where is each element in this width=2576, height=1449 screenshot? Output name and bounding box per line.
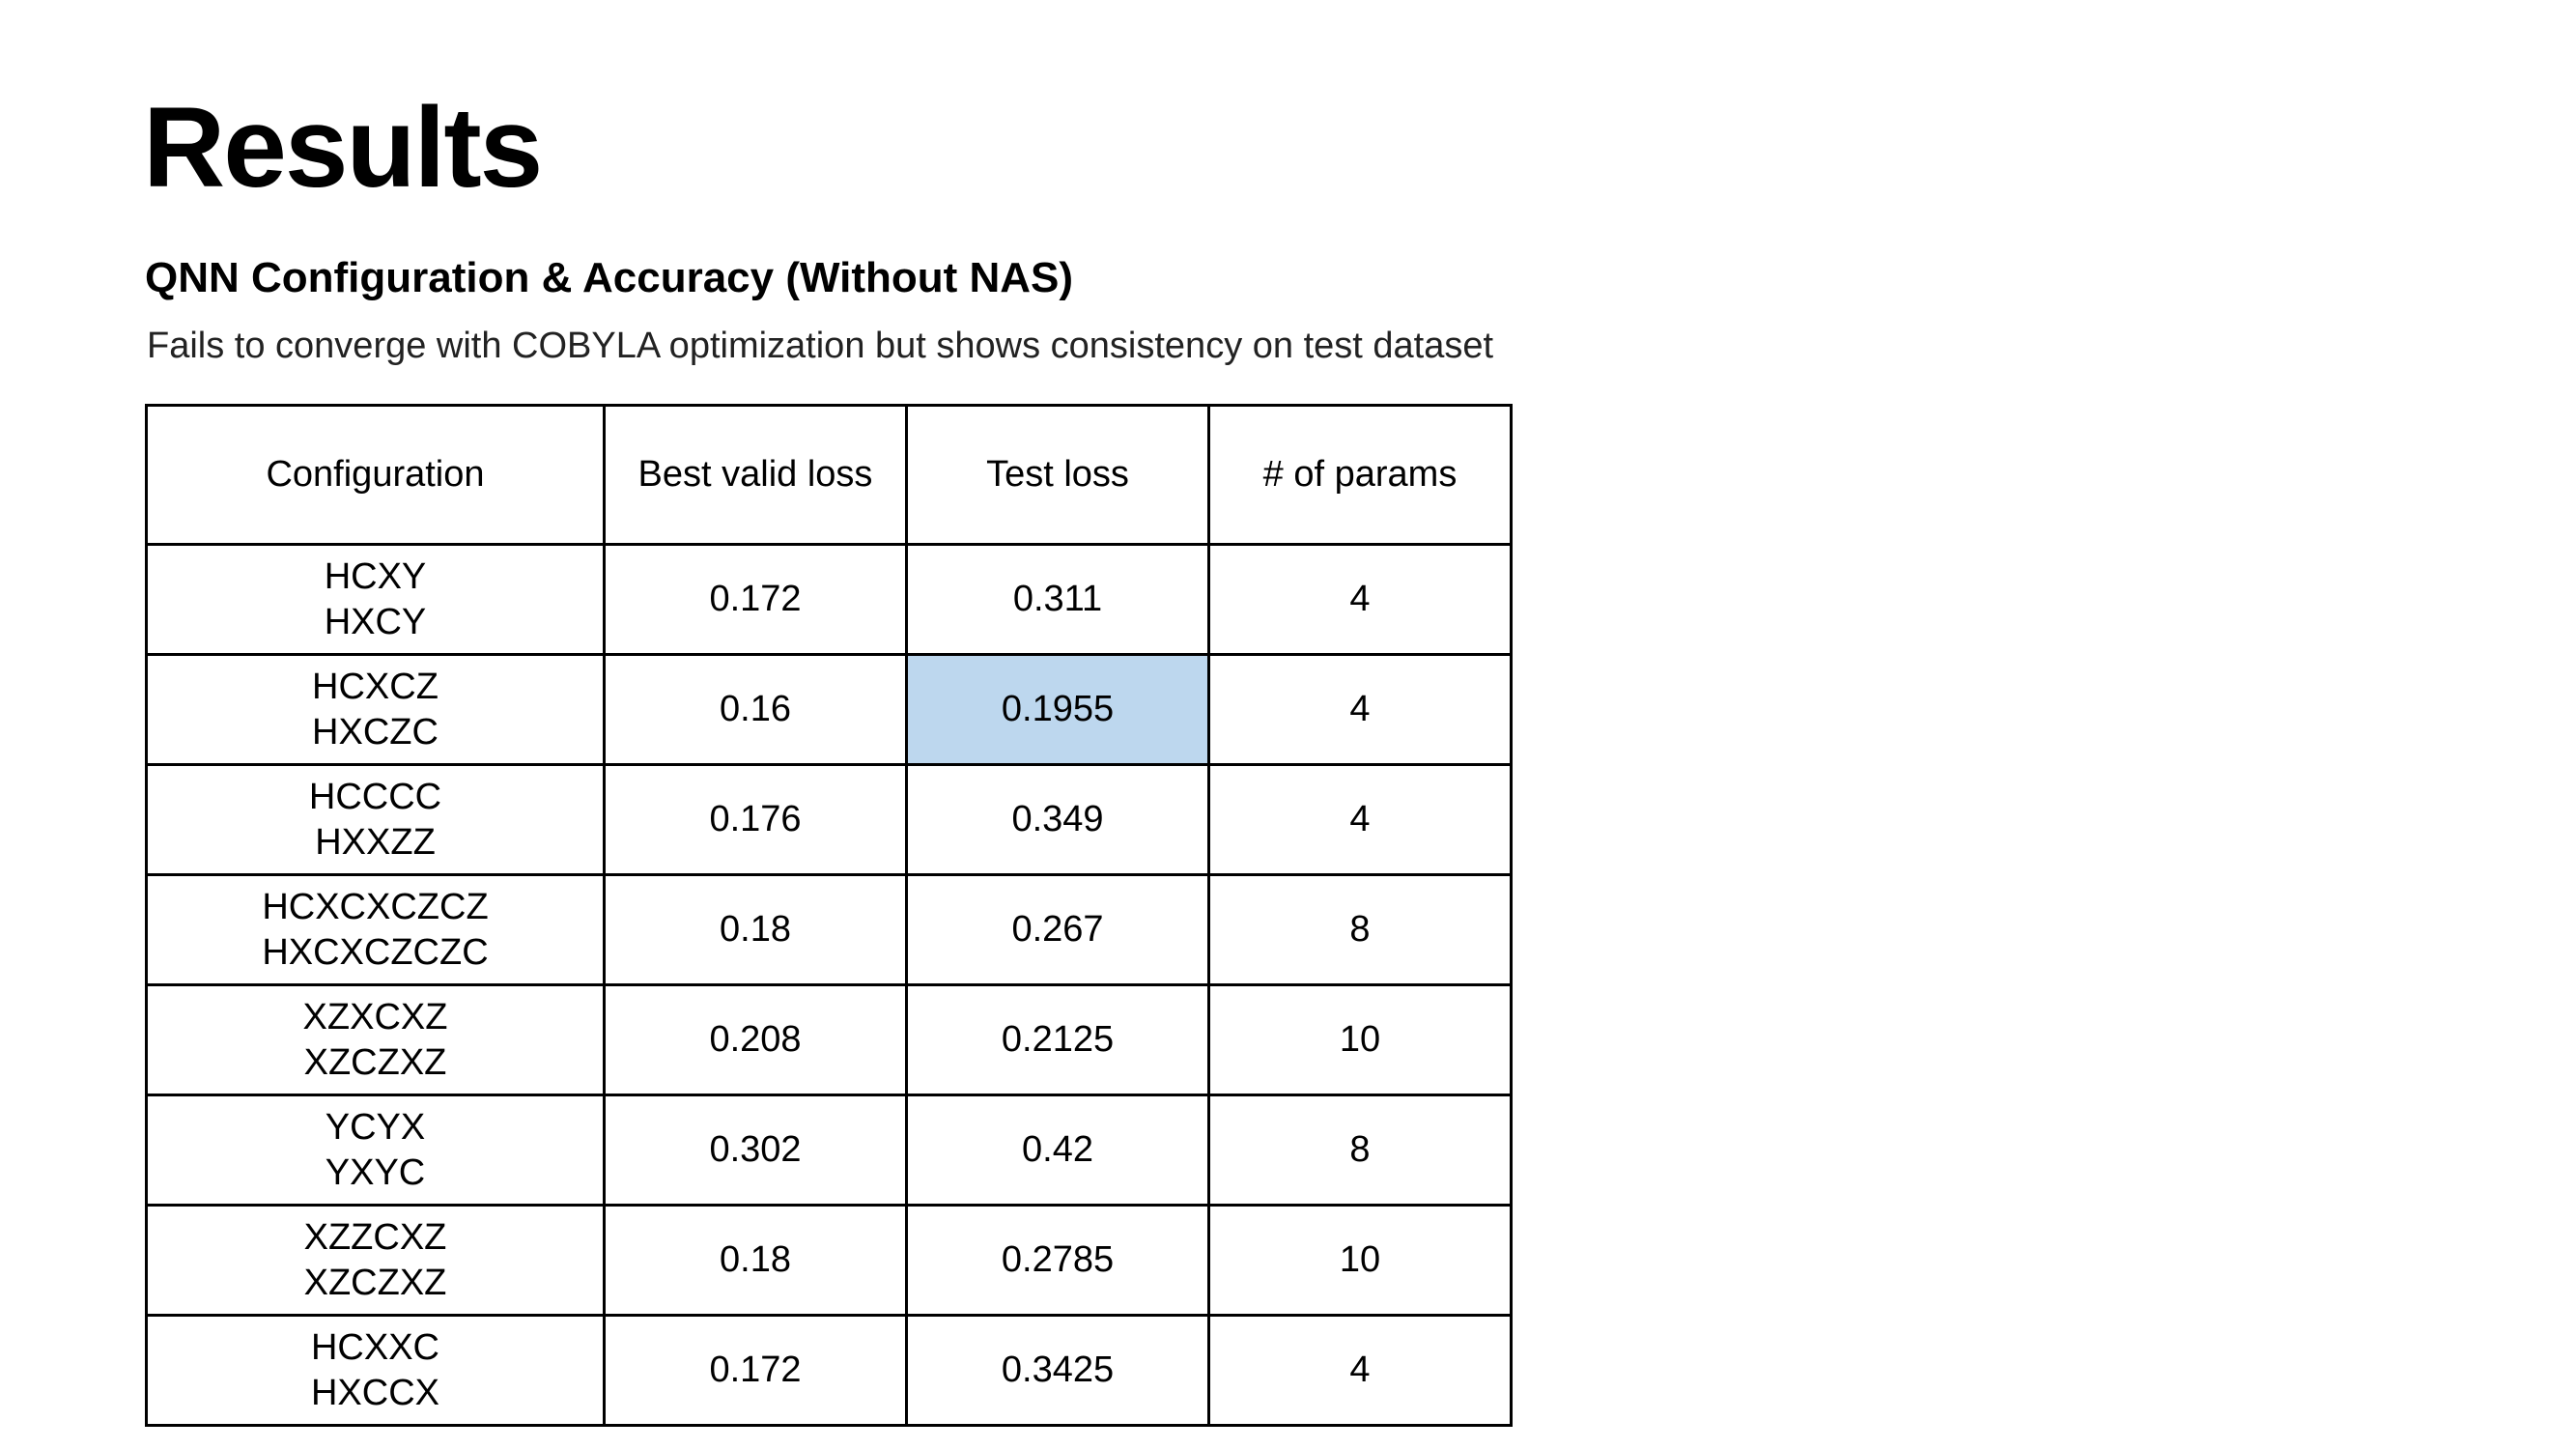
configuration-cell: HCCCC HXXZZ <box>147 765 605 875</box>
configuration-line: HXCY <box>148 600 603 645</box>
page-title: Results <box>143 83 541 214</box>
params-cell: 8 <box>1209 1095 1512 1206</box>
configuration-line: XZZCXZ <box>148 1215 603 1261</box>
configuration-cell: XZXCXZ XZCZXZ <box>147 985 605 1095</box>
test-loss-cell-highlighted: 0.1955 <box>907 655 1209 765</box>
configuration-line: XZXCXZ <box>148 995 603 1040</box>
table-row: YCYX YXYC 0.302 0.42 8 <box>147 1095 1512 1206</box>
header-configuration: Configuration <box>147 406 605 545</box>
best-valid-loss-cell: 0.176 <box>605 765 907 875</box>
configuration-cell: HCXCXCZCZ HXCXCZCZC <box>147 875 605 985</box>
test-loss-cell: 0.2125 <box>907 985 1209 1095</box>
configuration-line: YXYC <box>148 1151 603 1196</box>
header-best-valid-loss: Best valid loss <box>605 406 907 545</box>
params-cell: 4 <box>1209 1316 1512 1426</box>
best-valid-loss-cell: 0.302 <box>605 1095 907 1206</box>
configuration-line: HXXZZ <box>148 820 603 866</box>
configuration-line: HCXXC <box>148 1325 603 1371</box>
table-row: HCCCC HXXZZ 0.176 0.349 4 <box>147 765 1512 875</box>
configuration-cell: XZZCXZ XZCZXZ <box>147 1206 605 1316</box>
results-table: Configuration Best valid loss Test loss … <box>145 404 1513 1427</box>
configuration-line: YCYX <box>148 1105 603 1151</box>
configuration-cell: HCXCZ HXCZC <box>147 655 605 765</box>
section-subtitle: QNN Configuration & Accuracy (Without NA… <box>145 253 1073 304</box>
params-cell: 4 <box>1209 655 1512 765</box>
configuration-line: HXCZC <box>148 710 603 755</box>
best-valid-loss-cell: 0.16 <box>605 655 907 765</box>
params-cell: 8 <box>1209 875 1512 985</box>
configuration-line: HXCCX <box>148 1371 603 1416</box>
table-header-row: Configuration Best valid loss Test loss … <box>147 406 1512 545</box>
section-description: Fails to converge with COBYLA optimizati… <box>147 325 1493 369</box>
configuration-line: XZCZXZ <box>148 1261 603 1306</box>
best-valid-loss-cell: 0.172 <box>605 1316 907 1426</box>
test-loss-cell: 0.349 <box>907 765 1209 875</box>
configuration-line: HCXCZ <box>148 665 603 710</box>
table-row: XZXCXZ XZCZXZ 0.208 0.2125 10 <box>147 985 1512 1095</box>
table-row: HCXXC HXCCX 0.172 0.3425 4 <box>147 1316 1512 1426</box>
best-valid-loss-cell: 0.18 <box>605 1206 907 1316</box>
configuration-line: HCXY <box>148 554 603 600</box>
test-loss-cell: 0.42 <box>907 1095 1209 1206</box>
configuration-cell: HCXXC HXCCX <box>147 1316 605 1426</box>
params-cell: 4 <box>1209 765 1512 875</box>
test-loss-cell: 0.311 <box>907 545 1209 655</box>
configuration-cell: HCXY HXCY <box>147 545 605 655</box>
header-num-params: # of params <box>1209 406 1512 545</box>
test-loss-cell: 0.2785 <box>907 1206 1209 1316</box>
table-row: HCXY HXCY 0.172 0.311 4 <box>147 545 1512 655</box>
best-valid-loss-cell: 0.172 <box>605 545 907 655</box>
configuration-cell: YCYX YXYC <box>147 1095 605 1206</box>
best-valid-loss-cell: 0.208 <box>605 985 907 1095</box>
configuration-line: XZCZXZ <box>148 1040 603 1086</box>
configuration-line: HCXCXCZCZ <box>148 885 603 930</box>
table-row: XZZCXZ XZCZXZ 0.18 0.2785 10 <box>147 1206 1512 1316</box>
table-row: HCXCZ HXCZC 0.16 0.1955 4 <box>147 655 1512 765</box>
test-loss-cell: 0.3425 <box>907 1316 1209 1426</box>
table-row: HCXCXCZCZ HXCXCZCZC 0.18 0.267 8 <box>147 875 1512 985</box>
params-cell: 10 <box>1209 1206 1512 1316</box>
best-valid-loss-cell: 0.18 <box>605 875 907 985</box>
params-cell: 10 <box>1209 985 1512 1095</box>
header-test-loss: Test loss <box>907 406 1209 545</box>
configuration-line: HCCCC <box>148 775 603 820</box>
params-cell: 4 <box>1209 545 1512 655</box>
test-loss-cell: 0.267 <box>907 875 1209 985</box>
configuration-line: HXCXCZCZC <box>148 930 603 976</box>
